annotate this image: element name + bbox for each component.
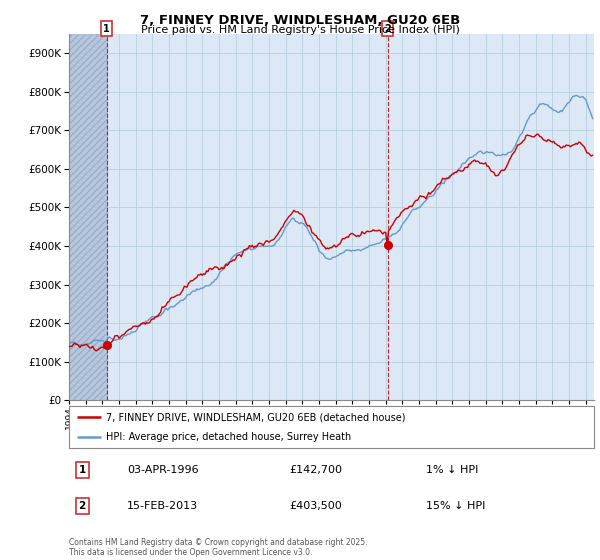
Text: 15% ↓ HPI: 15% ↓ HPI bbox=[426, 501, 485, 511]
Text: 1: 1 bbox=[103, 24, 110, 34]
Bar bbox=[69, 34, 107, 400]
Text: 1: 1 bbox=[79, 465, 86, 475]
Text: Price paid vs. HM Land Registry's House Price Index (HPI): Price paid vs. HM Land Registry's House … bbox=[140, 25, 460, 35]
Text: £403,500: £403,500 bbox=[290, 501, 342, 511]
Text: 15-FEB-2013: 15-FEB-2013 bbox=[127, 501, 198, 511]
Text: 03-APR-1996: 03-APR-1996 bbox=[127, 465, 199, 475]
Text: 7, FINNEY DRIVE, WINDLESHAM, GU20 6EB: 7, FINNEY DRIVE, WINDLESHAM, GU20 6EB bbox=[140, 14, 460, 27]
Text: 1% ↓ HPI: 1% ↓ HPI bbox=[426, 465, 478, 475]
Text: 2: 2 bbox=[384, 24, 391, 34]
Text: £142,700: £142,700 bbox=[290, 465, 343, 475]
Text: HPI: Average price, detached house, Surrey Heath: HPI: Average price, detached house, Surr… bbox=[106, 432, 351, 442]
Text: 2: 2 bbox=[79, 501, 86, 511]
Text: Contains HM Land Registry data © Crown copyright and database right 2025.
This d: Contains HM Land Registry data © Crown c… bbox=[69, 538, 367, 557]
Text: 7, FINNEY DRIVE, WINDLESHAM, GU20 6EB (detached house): 7, FINNEY DRIVE, WINDLESHAM, GU20 6EB (d… bbox=[106, 412, 405, 422]
FancyBboxPatch shape bbox=[69, 406, 594, 448]
